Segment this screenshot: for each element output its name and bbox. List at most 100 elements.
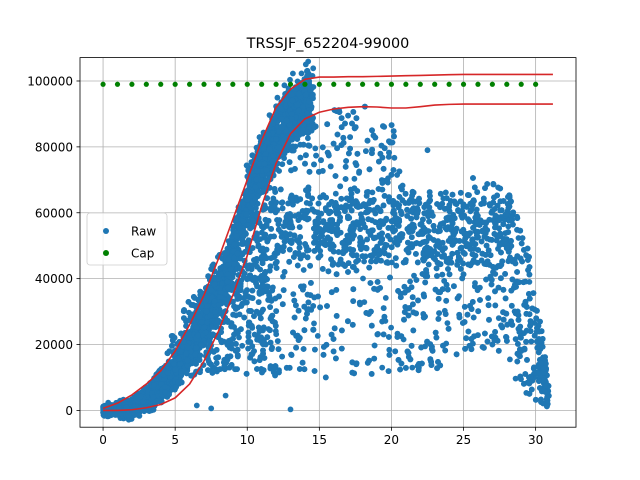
raw-point	[345, 269, 351, 275]
raw-point	[239, 342, 246, 349]
raw-point	[351, 175, 358, 182]
raw-point	[230, 227, 237, 234]
raw-point	[275, 144, 282, 151]
raw-point	[333, 271, 340, 278]
raw-point	[302, 61, 309, 68]
raw-point	[505, 223, 512, 230]
raw-point	[319, 144, 326, 151]
raw-point	[307, 83, 314, 90]
raw-point	[310, 65, 317, 72]
raw-series	[100, 58, 552, 423]
raw-point	[278, 199, 285, 206]
raw-point	[347, 134, 353, 141]
raw-point	[407, 278, 413, 285]
raw-point	[418, 344, 425, 351]
raw-point	[369, 189, 376, 196]
raw-point	[281, 150, 288, 157]
raw-point	[470, 314, 477, 321]
raw-point	[125, 411, 132, 418]
raw-point	[304, 73, 310, 80]
raw-point	[277, 105, 284, 112]
raw-point	[338, 195, 345, 202]
raw-point	[309, 117, 315, 124]
raw-point	[283, 127, 290, 134]
raw-point	[350, 286, 357, 293]
raw-point	[317, 304, 323, 311]
raw-point	[495, 315, 502, 321]
raw-point	[307, 262, 313, 269]
raw-point	[312, 145, 319, 152]
raw-point	[300, 267, 307, 273]
raw-point	[364, 137, 371, 144]
raw-point	[134, 411, 141, 418]
raw-point	[290, 291, 297, 297]
raw-point	[507, 356, 513, 363]
raw-point	[125, 416, 132, 423]
raw-point	[386, 346, 393, 353]
raw-point	[287, 76, 293, 83]
raw-point	[332, 190, 339, 197]
raw-point	[302, 91, 309, 98]
raw-point	[337, 183, 344, 190]
raw-point	[382, 295, 389, 301]
raw-point	[266, 112, 273, 118]
raw-point	[295, 90, 302, 97]
raw-point	[290, 70, 296, 77]
raw-point	[390, 167, 397, 173]
raw-point	[280, 273, 286, 280]
raw-point	[289, 115, 295, 122]
raw-point	[360, 275, 366, 282]
raw-point	[233, 233, 240, 240]
raw-point	[286, 246, 293, 253]
raw-point	[309, 93, 316, 100]
raw-point	[512, 375, 519, 382]
raw-point	[236, 208, 242, 215]
raw-point	[411, 272, 417, 279]
raw-point	[304, 110, 311, 117]
raw-point	[275, 128, 282, 135]
raw-point	[274, 94, 281, 101]
raw-point	[530, 290, 537, 296]
raw-point	[343, 158, 349, 164]
raw-point	[281, 155, 287, 162]
raw-point	[526, 295, 533, 302]
raw-point	[510, 221, 516, 228]
raw-point	[391, 154, 398, 161]
raw-point	[444, 320, 451, 326]
raw-point	[268, 346, 275, 352]
raw-point	[288, 91, 295, 98]
raw-point	[385, 154, 392, 160]
raw-point	[409, 364, 416, 371]
raw-point	[231, 254, 237, 261]
raw-point	[304, 118, 311, 125]
raw-point	[294, 101, 301, 108]
raw-point	[239, 239, 246, 246]
raw-point	[403, 365, 409, 371]
raw-point	[314, 333, 321, 339]
raw-point	[281, 136, 287, 143]
raw-point	[390, 128, 397, 135]
raw-point	[342, 176, 349, 182]
raw-point	[379, 364, 386, 371]
raw-point	[423, 267, 429, 273]
raw-point	[295, 307, 302, 314]
raw-point	[273, 331, 280, 338]
raw-point	[474, 189, 481, 196]
raw-point	[361, 258, 367, 265]
raw-point	[305, 135, 311, 142]
raw-point	[207, 312, 214, 319]
raw-point	[267, 339, 274, 346]
raw-point	[449, 191, 456, 198]
raw-point	[266, 146, 273, 153]
raw-point	[498, 275, 504, 282]
raw-point	[297, 255, 304, 262]
raw-point	[388, 324, 394, 331]
raw-point	[280, 287, 287, 293]
raw-point	[361, 299, 368, 305]
raw-point	[243, 207, 250, 213]
raw-point	[281, 82, 288, 89]
raw-point	[298, 70, 305, 77]
raw-point	[311, 320, 317, 327]
raw-point	[236, 334, 242, 341]
